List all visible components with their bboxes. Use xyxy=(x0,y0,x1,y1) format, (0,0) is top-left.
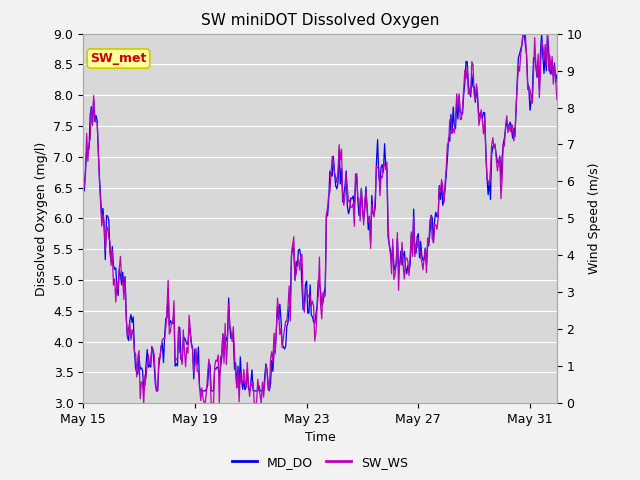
Y-axis label: Dissolved Oxygen (mg/l): Dissolved Oxygen (mg/l) xyxy=(35,141,48,296)
Legend: MD_DO, SW_WS: MD_DO, SW_WS xyxy=(227,451,413,474)
Y-axis label: Wind Speed (m/s): Wind Speed (m/s) xyxy=(588,163,601,274)
X-axis label: Time: Time xyxy=(305,432,335,444)
Text: SW_met: SW_met xyxy=(90,52,147,65)
Title: SW miniDOT Dissolved Oxygen: SW miniDOT Dissolved Oxygen xyxy=(201,13,439,28)
